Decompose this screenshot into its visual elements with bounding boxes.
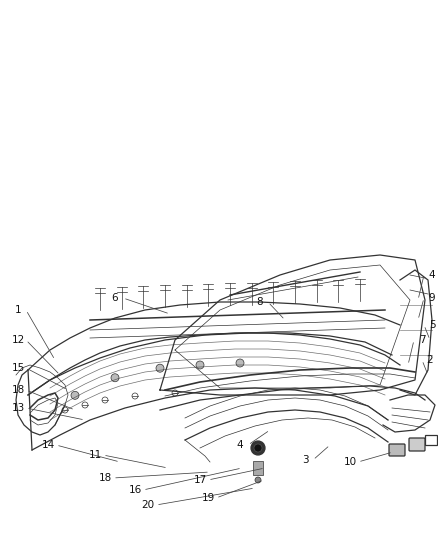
Circle shape bbox=[254, 444, 262, 452]
Text: 15: 15 bbox=[11, 363, 25, 373]
Text: 18: 18 bbox=[99, 473, 112, 483]
FancyBboxPatch shape bbox=[409, 438, 425, 451]
Bar bbox=[425, 435, 437, 445]
Text: 3: 3 bbox=[302, 455, 308, 465]
Text: 7: 7 bbox=[419, 335, 425, 345]
Circle shape bbox=[255, 477, 261, 483]
Text: 14: 14 bbox=[41, 440, 55, 450]
FancyBboxPatch shape bbox=[389, 444, 405, 456]
Text: 6: 6 bbox=[112, 293, 118, 303]
Circle shape bbox=[111, 374, 119, 382]
Text: 5: 5 bbox=[429, 320, 435, 330]
Text: 16: 16 bbox=[128, 485, 141, 495]
Text: 18: 18 bbox=[11, 385, 25, 395]
Circle shape bbox=[71, 391, 79, 399]
Text: 12: 12 bbox=[11, 335, 25, 345]
Text: 1: 1 bbox=[15, 305, 21, 315]
Text: 10: 10 bbox=[343, 457, 357, 467]
Text: 19: 19 bbox=[201, 493, 215, 503]
Circle shape bbox=[251, 441, 265, 455]
Circle shape bbox=[156, 364, 164, 372]
Text: 11: 11 bbox=[88, 450, 102, 460]
Text: 8: 8 bbox=[257, 297, 263, 307]
Text: 13: 13 bbox=[11, 403, 25, 413]
Circle shape bbox=[196, 361, 204, 369]
Text: 17: 17 bbox=[193, 475, 207, 485]
Text: 4: 4 bbox=[429, 270, 435, 280]
Text: 4: 4 bbox=[237, 440, 244, 450]
Text: 20: 20 bbox=[141, 500, 155, 510]
Bar bbox=[253, 461, 263, 475]
Text: 2: 2 bbox=[427, 355, 433, 365]
Circle shape bbox=[236, 359, 244, 367]
Text: 9: 9 bbox=[429, 293, 435, 303]
